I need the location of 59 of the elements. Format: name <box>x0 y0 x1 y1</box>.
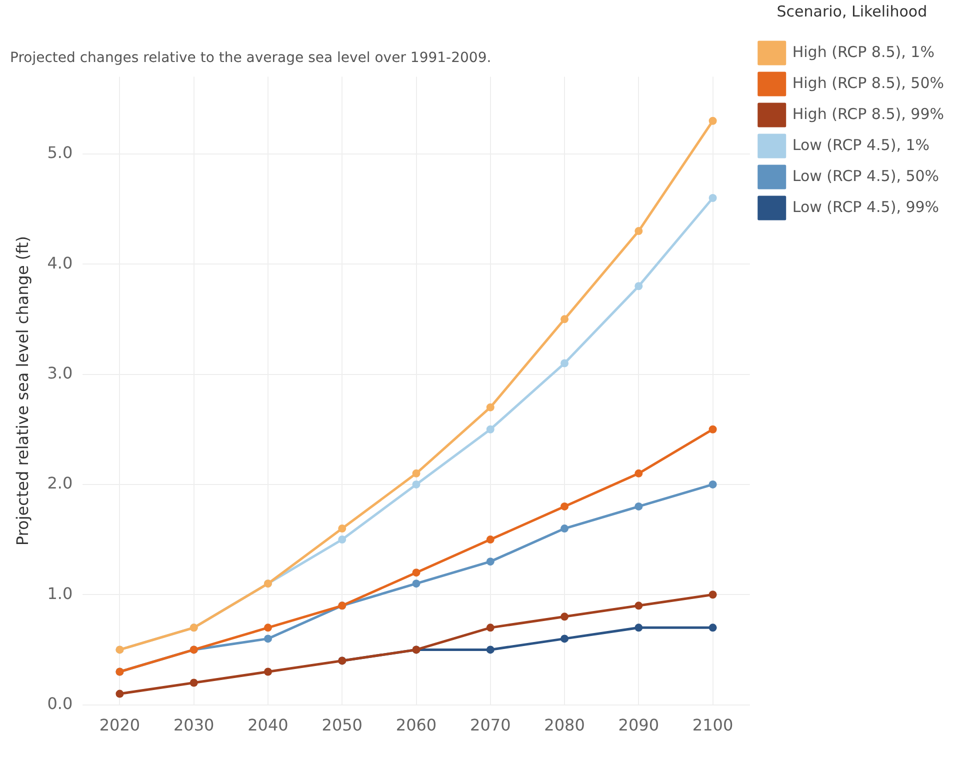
point <box>634 502 643 510</box>
point <box>560 634 569 643</box>
legend-label: High (RCP 8.5), 50% <box>792 74 944 92</box>
point <box>412 480 420 488</box>
legend-label: Low (RCP 4.5), 1% <box>792 136 930 154</box>
x-tick-label: 2030 <box>173 716 214 735</box>
point <box>116 690 124 698</box>
point <box>560 315 569 324</box>
point <box>264 634 272 643</box>
legend-label: High (RCP 8.5), 99% <box>792 104 944 123</box>
point <box>264 668 272 676</box>
legend-label: High (RCP 8.5), 1% <box>792 42 934 61</box>
point <box>486 425 494 434</box>
x-tick-label: 2020 <box>99 716 140 735</box>
point <box>708 194 717 202</box>
point <box>486 403 494 412</box>
point <box>560 524 569 533</box>
x-tick-label: 2070 <box>470 716 511 735</box>
point <box>486 624 494 632</box>
point <box>338 524 346 533</box>
point <box>634 624 643 632</box>
point <box>708 480 717 488</box>
point <box>486 536 494 544</box>
point <box>634 282 643 290</box>
point <box>412 568 420 577</box>
point <box>412 580 420 588</box>
point <box>412 469 420 478</box>
point <box>634 227 643 236</box>
point <box>560 502 569 510</box>
legend-label: Low (RCP 4.5), 99% <box>792 198 940 216</box>
point <box>708 425 717 434</box>
x-tick-label: 2050 <box>322 716 362 735</box>
point <box>708 590 717 599</box>
y-tick-label: 3.0 <box>47 363 73 382</box>
x-tick-label: 2090 <box>618 716 660 735</box>
point <box>190 678 198 687</box>
point <box>634 602 643 610</box>
chart-subtitle: Projected changes relative to the average sea level over 1991-2009. <box>10 50 492 66</box>
point <box>708 624 717 632</box>
point <box>560 359 569 368</box>
y-tick-label: 5.0 <box>47 143 73 162</box>
y-tick-label: 2.0 <box>47 474 73 493</box>
point <box>486 646 494 654</box>
y-tick-label: 0.0 <box>47 694 73 713</box>
x-tick-label: 2100 <box>692 716 734 735</box>
point <box>634 469 643 478</box>
legend-title: Scenario, Likelihood <box>776 2 928 20</box>
y-axis-title: Projected relative sea level change (ft) <box>12 236 32 546</box>
point <box>264 624 272 632</box>
point <box>486 558 494 566</box>
y-tick-label: 4.0 <box>47 253 73 272</box>
point <box>708 116 717 125</box>
legend-label: Low (RCP 4.5), 50% <box>792 166 940 185</box>
x-tick-label: 2080 <box>544 716 585 735</box>
x-tick-label: 2060 <box>396 716 437 735</box>
x-tick-label: 2040 <box>248 716 288 735</box>
point <box>560 612 569 621</box>
y-tick-label: 1.0 <box>47 584 73 603</box>
point <box>338 536 346 544</box>
